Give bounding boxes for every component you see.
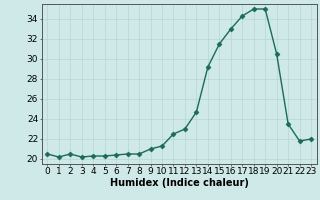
X-axis label: Humidex (Indice chaleur): Humidex (Indice chaleur) <box>110 178 249 188</box>
